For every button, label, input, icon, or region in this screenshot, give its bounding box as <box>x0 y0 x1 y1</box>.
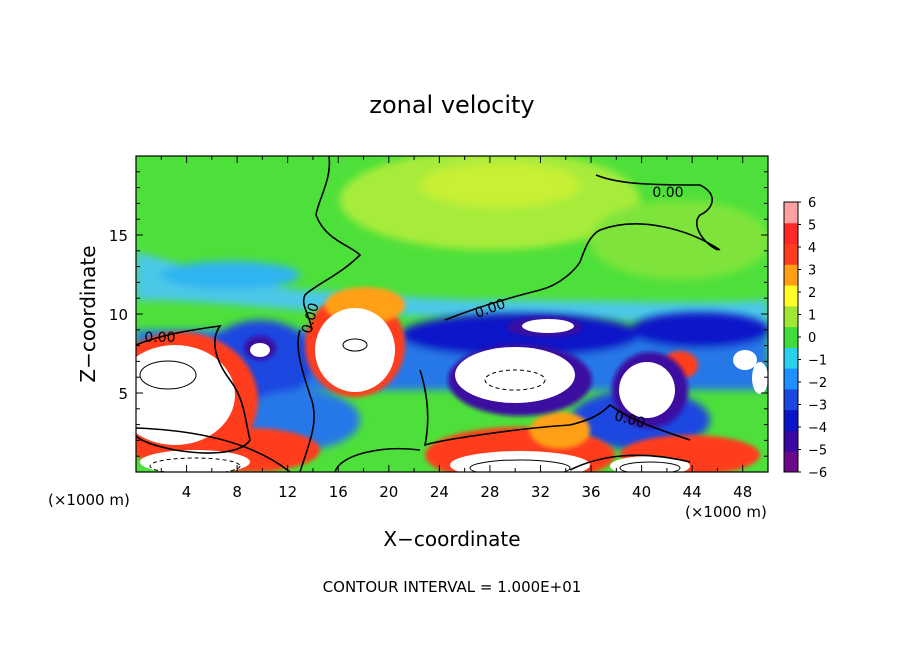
x-tick-label: 48 <box>733 483 752 501</box>
colorbar-tick-label: −4 <box>808 421 827 436</box>
y-axis-title: Z−coordinate <box>76 245 100 382</box>
colorbar-segment <box>784 368 798 390</box>
upper-yellow-region <box>420 163 580 207</box>
zero-contour-line <box>136 427 291 472</box>
colorbar-segment <box>784 243 798 265</box>
chart-title: zonal velocity <box>369 91 534 119</box>
x-tick-label: 40 <box>632 483 651 501</box>
colorbar-segment <box>784 305 798 328</box>
zero-contour-line <box>334 447 421 472</box>
colorbar-tick-label: −2 <box>808 376 827 391</box>
zero-contour-line <box>569 454 691 471</box>
colorbar-segment <box>784 388 798 411</box>
x-tick-label: 12 <box>278 483 297 501</box>
colorbar-tick-label: 3 <box>808 264 816 279</box>
x-tick-label: 28 <box>480 483 499 501</box>
velocity-field <box>136 156 768 472</box>
zero-contour-label: 0.00 <box>299 301 323 335</box>
colorbar-tick-label: 6 <box>808 196 816 211</box>
x-tick-label: 20 <box>379 483 398 501</box>
zero-contour-line <box>302 156 362 331</box>
x-tick-label: 24 <box>430 483 449 501</box>
x-axis-title: X−coordinate <box>383 527 520 551</box>
zero-contour-labels: 0.000.00 0.000.000.00 <box>144 185 683 432</box>
zero-contour-label: 0.00 <box>144 330 175 346</box>
x-axis: 4 8 12 16 20 24 28 32 36 40 44 48 <box>160 156 752 501</box>
zero-contour-line <box>136 324 251 454</box>
colorbar-segment <box>784 430 798 452</box>
colorbar: 6 5 4 3 2 1 0 −1 −2 −3 −4 −5 −6 <box>783 196 827 481</box>
colorbar-segment <box>784 347 798 369</box>
colorbar-tick-label: −5 <box>808 444 827 459</box>
y-axis-units: (×1000 m) <box>48 491 130 509</box>
colorbar-tick-label: 4 <box>808 241 816 256</box>
other-contours <box>139 338 681 472</box>
colorbar-segment <box>784 264 798 286</box>
zero-contour-label: 0.00 <box>652 185 683 201</box>
zero-contour-label: 0.00 <box>613 408 647 432</box>
colorbar-tick-label: 1 <box>808 309 816 324</box>
colorbar-segment <box>784 202 798 224</box>
zero-contours <box>136 156 721 472</box>
colorbar-tick-label: 0 <box>808 331 816 346</box>
x-tick-label: 4 <box>182 483 192 501</box>
contour-interval-note: CONTOUR INTERVAL = 1.000E+01 <box>323 578 582 596</box>
colorbar-tick-label: −1 <box>808 354 827 369</box>
upper-right-region <box>590 200 768 280</box>
x-axis-units: (×1000 m) <box>685 503 767 521</box>
x-tick-label: 36 <box>581 483 600 501</box>
y-tick-label: 10 <box>109 306 128 324</box>
zero-contour-line <box>419 369 691 447</box>
colorbar-segment <box>784 222 798 245</box>
zero-contour-line <box>297 329 315 472</box>
colorbar-tick-label: 5 <box>808 219 816 234</box>
colorbar-segment <box>784 285 798 307</box>
cyan-band <box>136 252 768 330</box>
colorbar-segment <box>784 326 798 348</box>
x-tick-label: 8 <box>232 483 242 501</box>
zero-contour-line <box>595 174 719 251</box>
y-axis: 5 10 15 <box>109 171 768 457</box>
y-tick-label: 5 <box>118 385 128 403</box>
x-tick-label: 44 <box>683 483 702 501</box>
colorbar-tick-label: 2 <box>808 286 816 301</box>
zero-contour-line <box>444 223 721 321</box>
y-tick-label: 15 <box>109 227 128 245</box>
x-tick-label: 16 <box>329 483 348 501</box>
colorbar-segment <box>784 409 798 431</box>
colorbar-tick-label: −6 <box>808 466 827 481</box>
off-scale-cores <box>136 308 768 472</box>
colorbar-segment <box>784 451 798 473</box>
x-tick-label: 32 <box>531 483 550 501</box>
colorbar-tick-label: −3 <box>808 399 827 414</box>
